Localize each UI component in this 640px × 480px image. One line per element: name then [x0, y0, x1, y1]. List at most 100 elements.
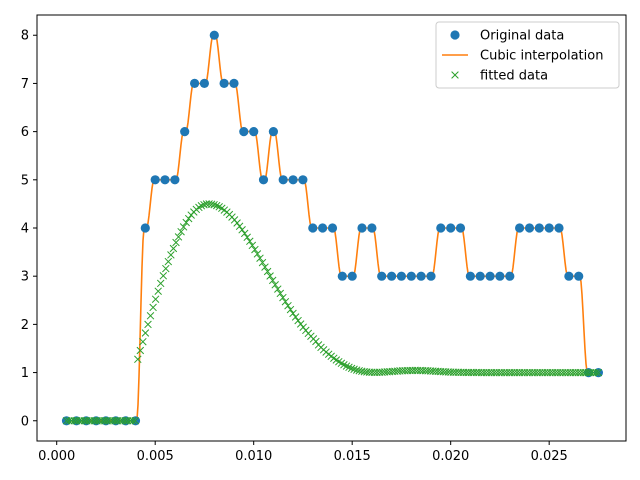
original-data-point [416, 271, 426, 281]
fitted-data-point [243, 233, 251, 242]
fitted-data-point [294, 316, 302, 325]
original-data-point [524, 223, 535, 233]
fitted-data-point [238, 226, 246, 234]
fitted-data-point [179, 223, 188, 231]
fitted-data-point [279, 293, 287, 302]
fitted-data-point [149, 303, 157, 312]
fitted-data-series [62, 200, 603, 425]
original-data-point [229, 78, 239, 88]
original-data-point [554, 223, 564, 233]
original-data-point [564, 271, 574, 281]
original-data-point [298, 175, 308, 185]
fitted-data-point [167, 251, 175, 259]
legend-swatch-x [451, 71, 459, 79]
original-data-point [396, 271, 406, 281]
original-data-point [544, 223, 554, 233]
original-data-point [209, 30, 219, 40]
x-tick-label: 0.025 [531, 449, 568, 464]
legend-box [435, 21, 620, 89]
fitted-data-point [256, 254, 264, 262]
x-tick-label: 0.005 [137, 449, 174, 464]
x-tick-label: 0.010 [235, 449, 272, 464]
fitted-data-point [251, 245, 259, 254]
fitted-data-point [197, 202, 206, 210]
original-data-point [190, 78, 200, 88]
original-data-point [475, 271, 485, 281]
fitted-data-point [128, 417, 137, 425]
fitted-data-point [258, 258, 267, 267]
fitted-data-point [156, 279, 165, 288]
fitted-data-point [139, 337, 147, 346]
fitted-data-point [347, 364, 356, 373]
original-data-point [436, 223, 446, 233]
original-data-point [387, 271, 397, 281]
fitted-data-point [141, 329, 150, 337]
original-data-point [327, 223, 338, 233]
original-data-point [455, 223, 466, 233]
fitted-data-point [151, 295, 160, 303]
original-data-point [170, 175, 180, 185]
fitted-data-point [289, 309, 297, 318]
original-data-point [318, 223, 328, 233]
y-tick-label: 1 [21, 366, 29, 381]
fitted-data-point [592, 368, 600, 377]
fitted-data-point [154, 287, 162, 295]
fitted-data-point [286, 305, 295, 314]
y-tick-label: 4 [21, 222, 29, 237]
fitted-data-point [162, 264, 170, 273]
legend: Original data Cubic interpolation fitted d… [435, 21, 620, 89]
original-data-point [249, 127, 259, 137]
fitted-data-point [210, 200, 218, 209]
legend-swatch-circle [450, 30, 460, 40]
fitted-data-point [164, 257, 173, 266]
y-tick-label: 5 [21, 173, 29, 188]
y-tick-label: 7 [21, 77, 29, 92]
original-data-point [406, 271, 416, 281]
original-data-point [495, 271, 505, 281]
original-data-point [258, 175, 269, 185]
y-tick-label: 6 [21, 125, 29, 140]
fitted-data-point [342, 362, 351, 370]
x-tick-label: 0.020 [432, 449, 469, 464]
fitted-data-point [284, 301, 292, 310]
fitted-data-point [274, 285, 282, 293]
original-data-point [180, 127, 190, 137]
original-data-point [150, 175, 160, 185]
fitted-data-point [172, 238, 180, 247]
original-data-point [278, 175, 288, 185]
fitted-data-point [281, 297, 290, 306]
fitted-data-point [131, 417, 140, 425]
y-tick-label: 8 [21, 29, 29, 44]
original-data-point [357, 223, 367, 233]
fitted-data-point [169, 244, 178, 253]
original-data-point [268, 127, 278, 137]
original-data-point [515, 223, 525, 233]
fitted-data-point [182, 218, 190, 227]
original-data-point [347, 271, 357, 281]
fitted-data-point [291, 313, 300, 321]
original-data-point [446, 223, 456, 233]
fitted-data-point [136, 346, 145, 355]
original-data-point [377, 271, 387, 281]
original-data-point [367, 223, 377, 233]
original-data-point [485, 271, 495, 281]
original-data-point [337, 271, 347, 281]
fitted-data-point [184, 214, 193, 223]
fitted-data-point [235, 222, 244, 231]
y-tick-label: 2 [21, 318, 29, 333]
fitted-data-point [240, 229, 249, 238]
fitted-data-point [159, 272, 168, 280]
original-data-point [534, 223, 544, 233]
fitted-data-point [177, 227, 185, 236]
original-data-point [199, 78, 209, 88]
original-data-point [219, 78, 229, 88]
fitted-data-point [276, 289, 285, 298]
fitted-data-point [174, 233, 183, 241]
plot-area [61, 30, 604, 426]
fitted-data-point [144, 320, 152, 329]
fitted-data-point [233, 219, 241, 227]
legend-label: fitted data [480, 69, 548, 84]
original-data-point [140, 223, 150, 233]
original-data-point [465, 271, 475, 281]
